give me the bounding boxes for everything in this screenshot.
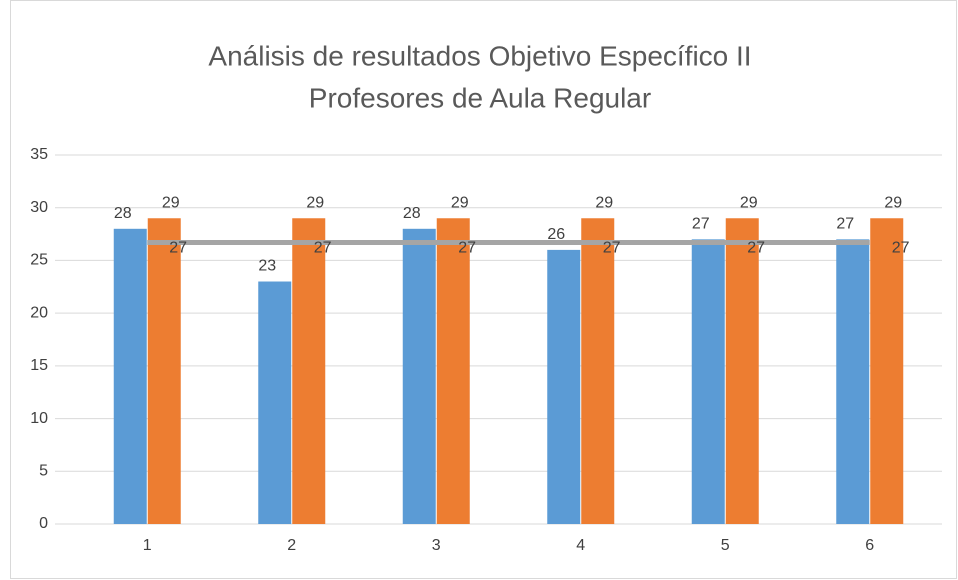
data-label: 27 bbox=[314, 240, 332, 257]
bar bbox=[547, 249, 581, 524]
y-tick-label: 35 bbox=[30, 146, 48, 163]
data-label: 23 bbox=[258, 258, 276, 275]
bar bbox=[147, 218, 181, 524]
x-tick-label: 3 bbox=[432, 537, 441, 554]
data-label: 27 bbox=[603, 240, 621, 257]
chart-title: Profesores de Aula Regular bbox=[309, 82, 651, 113]
y-tick-label: 5 bbox=[39, 463, 48, 480]
data-label: 29 bbox=[884, 194, 902, 211]
data-label: 27 bbox=[169, 240, 187, 257]
bar bbox=[691, 239, 725, 525]
y-tick-label: 30 bbox=[30, 199, 48, 216]
bar bbox=[113, 228, 147, 525]
bar bbox=[258, 281, 292, 524]
y-tick-label: 10 bbox=[30, 410, 48, 427]
x-tick-label: 4 bbox=[576, 537, 585, 554]
x-tick-label: 5 bbox=[721, 537, 730, 554]
bar bbox=[436, 218, 470, 524]
data-label: 28 bbox=[114, 205, 132, 222]
data-label: 29 bbox=[595, 194, 613, 211]
y-tick-label: 0 bbox=[39, 515, 48, 532]
y-tick-label: 15 bbox=[30, 357, 48, 374]
data-label: 29 bbox=[306, 194, 324, 211]
data-label: 27 bbox=[747, 240, 765, 257]
x-tick-label: 6 bbox=[865, 537, 874, 554]
bar bbox=[870, 218, 904, 524]
y-tick-label: 20 bbox=[30, 304, 48, 321]
data-label: 27 bbox=[892, 240, 910, 257]
bar bbox=[292, 218, 326, 524]
chart-title: Análisis de resultados Objetivo Específi… bbox=[208, 40, 751, 71]
bar bbox=[836, 239, 870, 525]
data-label: 27 bbox=[458, 240, 476, 257]
bar bbox=[402, 228, 436, 525]
x-tick-label: 1 bbox=[143, 537, 152, 554]
y-tick-label: 25 bbox=[30, 252, 48, 269]
x-tick-label: 2 bbox=[287, 537, 296, 554]
data-label: 28 bbox=[403, 205, 421, 222]
data-label: 29 bbox=[451, 194, 469, 211]
bar bbox=[725, 218, 759, 524]
data-label: 29 bbox=[162, 194, 180, 211]
data-label: 27 bbox=[692, 216, 710, 233]
data-label: 27 bbox=[836, 216, 854, 233]
data-label: 29 bbox=[740, 194, 758, 211]
data-label: 26 bbox=[547, 226, 565, 243]
bar bbox=[581, 218, 615, 524]
